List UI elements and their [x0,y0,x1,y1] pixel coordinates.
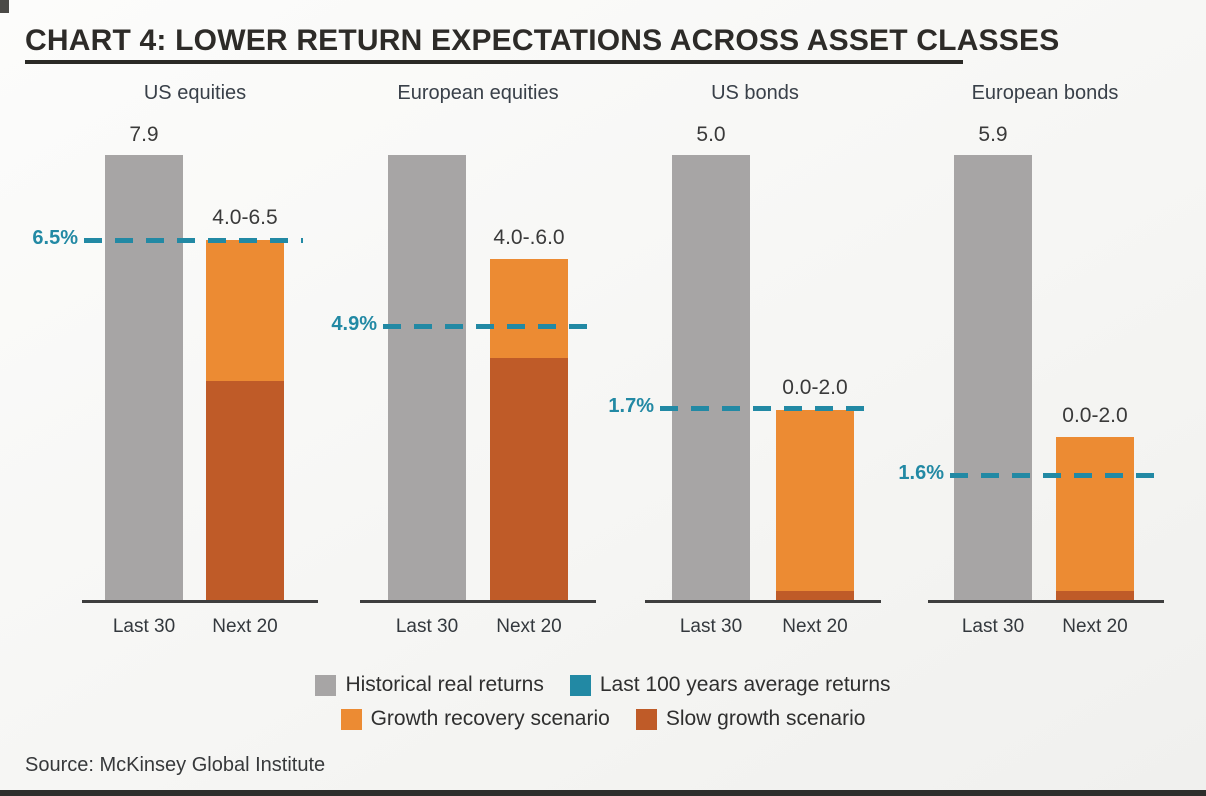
bar-slow-growth-european-bonds [1056,591,1134,602]
group-header-us-bonds: US bonds [711,82,799,104]
bar-historical-european-equities [388,155,466,602]
value-label-historical-us-equities: 7.9 [129,123,159,146]
legend-swatch-growth-recovery [340,708,362,730]
page-bottom-rule [0,790,1206,796]
tick-last30-european-bonds: Last 30 [961,616,1025,637]
legend-label-slow-growth: Slow growth scenario [665,707,866,730]
legend-swatch-historical [315,674,337,696]
value-label-next20-us-equities: 4.0-6.5 [212,206,278,229]
avg-line-us-bonds [660,406,875,411]
legend-label-growth-recovery: Growth recovery scenario [370,707,610,730]
chart-title: CHART 4: LOWER RETURN EXPECTATIONS ACROS… [25,24,1060,57]
avg-line-european-bonds [950,473,1167,478]
group-header-european-equities: European equities [397,82,559,104]
bar-historical-us-equities [105,155,183,602]
scan-corner-mark [0,0,9,13]
legend-item-historical: Historical real returns [315,673,544,697]
legend-item-growth-recovery: Growth recovery scenario [340,707,610,731]
bar-historical-european-bonds [954,155,1032,602]
baseline-european-equities [360,600,596,603]
tick-next20-us-bonds: Next 20 [782,616,848,637]
value-label-next20-us-bonds: 0.0-2.0 [782,376,848,399]
tick-next20-european-equities: Next 20 [496,616,562,637]
legend-swatch-last100 [569,674,591,696]
bar-slow-growth-us-equities [206,381,284,602]
legend-item-last100: Last 100 years average returns [569,673,891,697]
tick-last30-us-bonds: Last 30 [679,616,743,637]
source-note: Source: McKinsey Global Institute [25,754,326,776]
avg-label-european-bonds: 1.6% [898,462,944,484]
title-underline [25,60,963,64]
avg-line-us-equities [84,238,303,243]
tick-last30-european-equities: Last 30 [395,616,459,637]
value-label-next20-european-bonds: 0.0-2.0 [1062,404,1128,427]
bar-next20-european-bonds [1056,437,1134,602]
avg-label-us-bonds: 1.7% [608,395,654,417]
bar-slow-growth-us-bonds [776,591,854,602]
value-label-next20-european-equities: 4.0-.6.0 [493,226,565,249]
value-label-historical-us-bonds: 5.0 [696,123,726,146]
legend-item-slow-growth: Slow growth scenario [635,707,866,731]
legend-label-last100: Last 100 years average returns [599,673,891,696]
baseline-european-bonds [928,600,1164,603]
baseline-us-bonds [645,600,881,603]
value-label-historical-european-bonds: 5.9 [978,123,1008,146]
legend-swatch-slow-growth [635,708,657,730]
bar-next20-us-bonds [776,410,854,602]
legend-row-2: Growth recovery scenario Slow growth sce… [0,707,1206,731]
tick-next20-european-bonds: Next 20 [1062,616,1128,637]
group-header-us-equities: US equities [143,82,247,104]
tick-last30-us-equities: Last 30 [112,616,176,637]
bar-next20-european-equities [490,259,568,602]
bar-next20-us-equities [206,240,284,602]
bar-slow-growth-european-equities [490,358,568,602]
bar-historical-us-bonds [672,155,750,602]
baseline-us-equities [82,600,318,603]
avg-line-european-equities [383,324,590,329]
legend-row-1: Historical real returns Last 100 years a… [0,673,1206,697]
tick-next20-us-equities: Next 20 [212,616,278,637]
avg-label-us-equities: 6.5% [32,227,78,249]
legend-label-historical: Historical real returns [345,673,544,696]
group-header-european-bonds: European bonds [971,82,1119,104]
avg-label-european-equities: 4.9% [331,313,377,335]
